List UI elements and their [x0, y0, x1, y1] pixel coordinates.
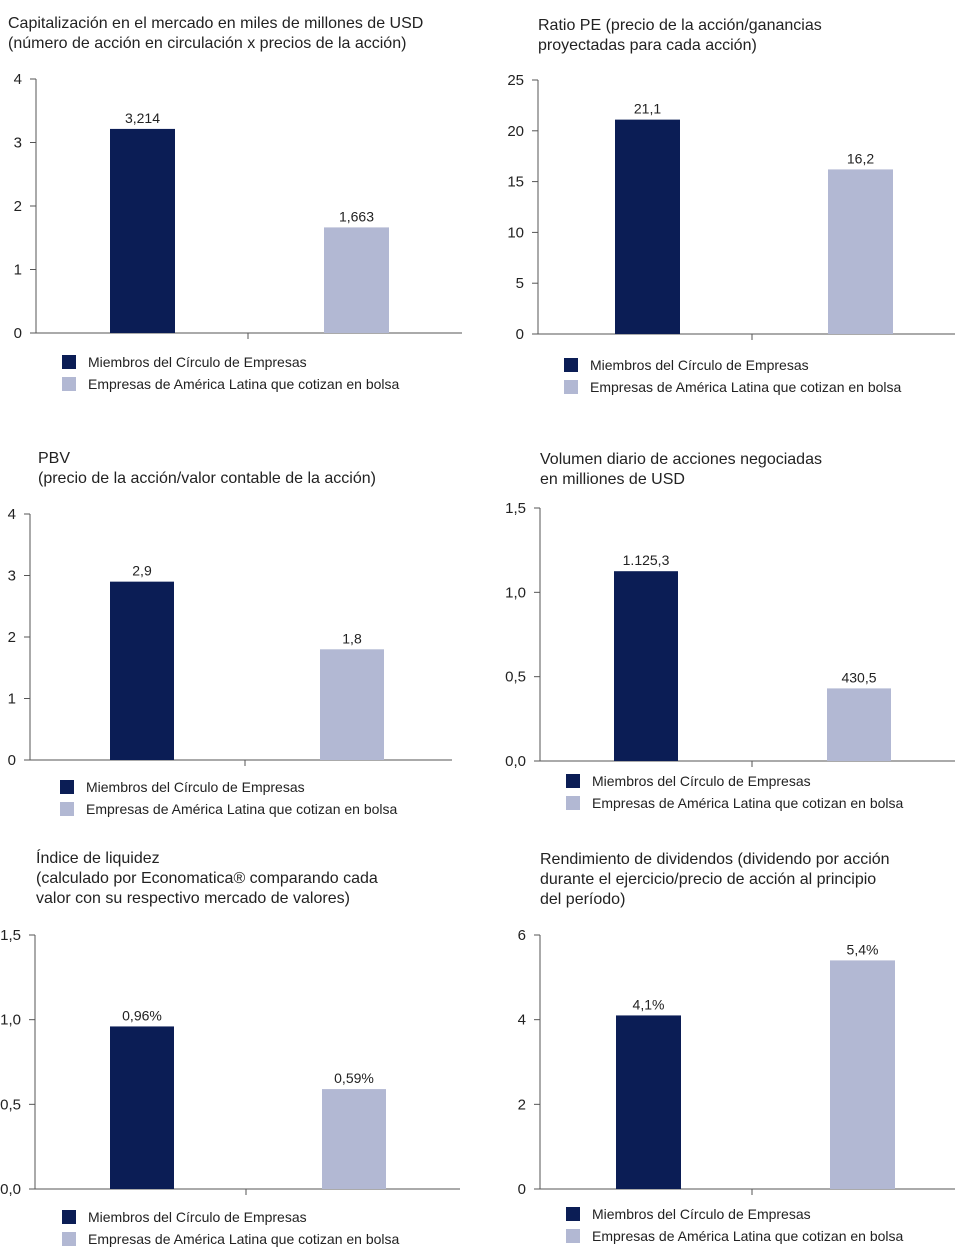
legend-swatch-latam: [60, 802, 74, 816]
y-tick-label: 20: [507, 123, 524, 140]
y-tick-label: 2: [8, 629, 16, 646]
legend-swatch-latam: [564, 380, 578, 394]
legend-swatch-members: [62, 355, 76, 369]
bar-value-label: 5,4%: [847, 941, 879, 957]
legend-label-members: Miembros del Círculo de Empresas: [592, 773, 811, 789]
bar-value-label: 1,663: [339, 208, 374, 224]
y-tick-label: 3: [8, 568, 16, 585]
bar-value-label: 16,2: [847, 150, 874, 166]
legend-label-members: Miembros del Círculo de Empresas: [88, 354, 307, 370]
y-tick-label: 3: [14, 135, 22, 152]
bar-value-label: 0,59%: [334, 1070, 374, 1086]
bar-latam: [827, 688, 891, 761]
bar-value-label: 1,8: [342, 630, 362, 646]
y-tick-label: 0: [14, 325, 22, 342]
y-tick-label: 10: [507, 224, 524, 241]
bar-latam: [828, 169, 893, 334]
bar-members: [614, 571, 678, 761]
legend-label-latam: Empresas de América Latina que cotizan e…: [592, 1228, 904, 1244]
y-tick-label: 4: [518, 1012, 526, 1029]
y-tick-label: 1: [14, 262, 22, 279]
y-tick-label: 0,0: [505, 753, 526, 770]
legend-label-latam: Empresas de América Latina que cotizan e…: [590, 379, 902, 395]
bar-members: [616, 1015, 681, 1189]
y-tick-label: 6: [518, 927, 526, 944]
legend-label-members: Miembros del Círculo de Empresas: [88, 1209, 307, 1225]
y-tick-label: 4: [14, 71, 22, 88]
chart-title-daily-volume: Volumen diario de acciones negociadas en…: [540, 451, 822, 488]
y-tick-label: 0,0: [0, 1181, 21, 1198]
chart-title-market-cap: Capitalización en el mercado en miles de…: [8, 15, 424, 52]
bar-latam: [322, 1089, 386, 1189]
chart-title-dividend-yield: Rendimiento de dividendos (dividendo por…: [540, 851, 890, 908]
y-tick-label: 2: [14, 198, 22, 215]
chart-title-pe-ratio: Ratio PE (precio de la acción/ganancias …: [538, 17, 822, 54]
bar-value-label: 3,214: [125, 110, 160, 126]
y-tick-label: 2: [518, 1096, 526, 1113]
legend-swatch-members: [564, 358, 578, 372]
legend-label-latam: Empresas de América Latina que cotizan e…: [88, 1231, 400, 1247]
y-tick-label: 0: [8, 752, 16, 769]
bar-latam: [830, 960, 895, 1189]
y-tick-label: 15: [507, 174, 524, 191]
bar-value-label: 1.125,3: [623, 552, 670, 568]
y-tick-label: 1,5: [0, 927, 21, 944]
bar-value-label: 2,9: [132, 563, 152, 579]
bar-latam: [324, 227, 389, 333]
bar-members: [110, 128, 175, 333]
chart-title-pbv: PBV (precio de la acción/valor contable …: [38, 450, 376, 487]
y-tick-label: 0,5: [505, 669, 526, 686]
y-tick-label: 1,0: [0, 1012, 21, 1029]
y-tick-label: 1: [8, 691, 16, 708]
bar-members: [110, 581, 174, 760]
bar-value-label: 4,1%: [633, 996, 665, 1012]
legend-swatch-latam: [62, 377, 76, 391]
legend-label-latam: Empresas de América Latina que cotizan e…: [88, 376, 400, 392]
legend-swatch-latam: [566, 796, 580, 810]
legend-swatch-members: [566, 1207, 580, 1221]
bar-latam: [320, 649, 384, 760]
y-tick-label: 0,5: [0, 1096, 21, 1113]
legend-swatch-latam: [566, 1229, 580, 1243]
legend-label-latam: Empresas de América Latina que cotizan e…: [86, 801, 398, 817]
legend-swatch-members: [566, 774, 580, 788]
y-tick-label: 1,5: [505, 500, 526, 517]
y-tick-label: 4: [8, 506, 16, 523]
y-tick-label: 0: [518, 1181, 526, 1198]
bar-members: [110, 1026, 174, 1189]
y-tick-label: 1,0: [505, 584, 526, 601]
legend-label-members: Miembros del Círculo de Empresas: [590, 357, 809, 373]
legend-swatch-members: [60, 780, 74, 794]
y-tick-label: 0: [516, 326, 524, 343]
legend-label-members: Miembros del Círculo de Empresas: [592, 1206, 811, 1222]
y-tick-label: 25: [507, 72, 524, 89]
legend-swatch-members: [62, 1210, 76, 1224]
y-tick-label: 5: [516, 275, 524, 292]
chart-title-liquidity: Índice de liquidez (calculado por Econom…: [36, 850, 378, 907]
bar-value-label: 0,96%: [122, 1007, 162, 1023]
legend-label-members: Miembros del Círculo de Empresas: [86, 779, 305, 795]
legend-label-latam: Empresas de América Latina que cotizan e…: [592, 795, 904, 811]
legend-swatch-latam: [62, 1232, 76, 1246]
bar-value-label: 21,1: [634, 101, 661, 117]
bar-value-label: 430,5: [841, 669, 876, 685]
bar-members: [615, 119, 680, 335]
